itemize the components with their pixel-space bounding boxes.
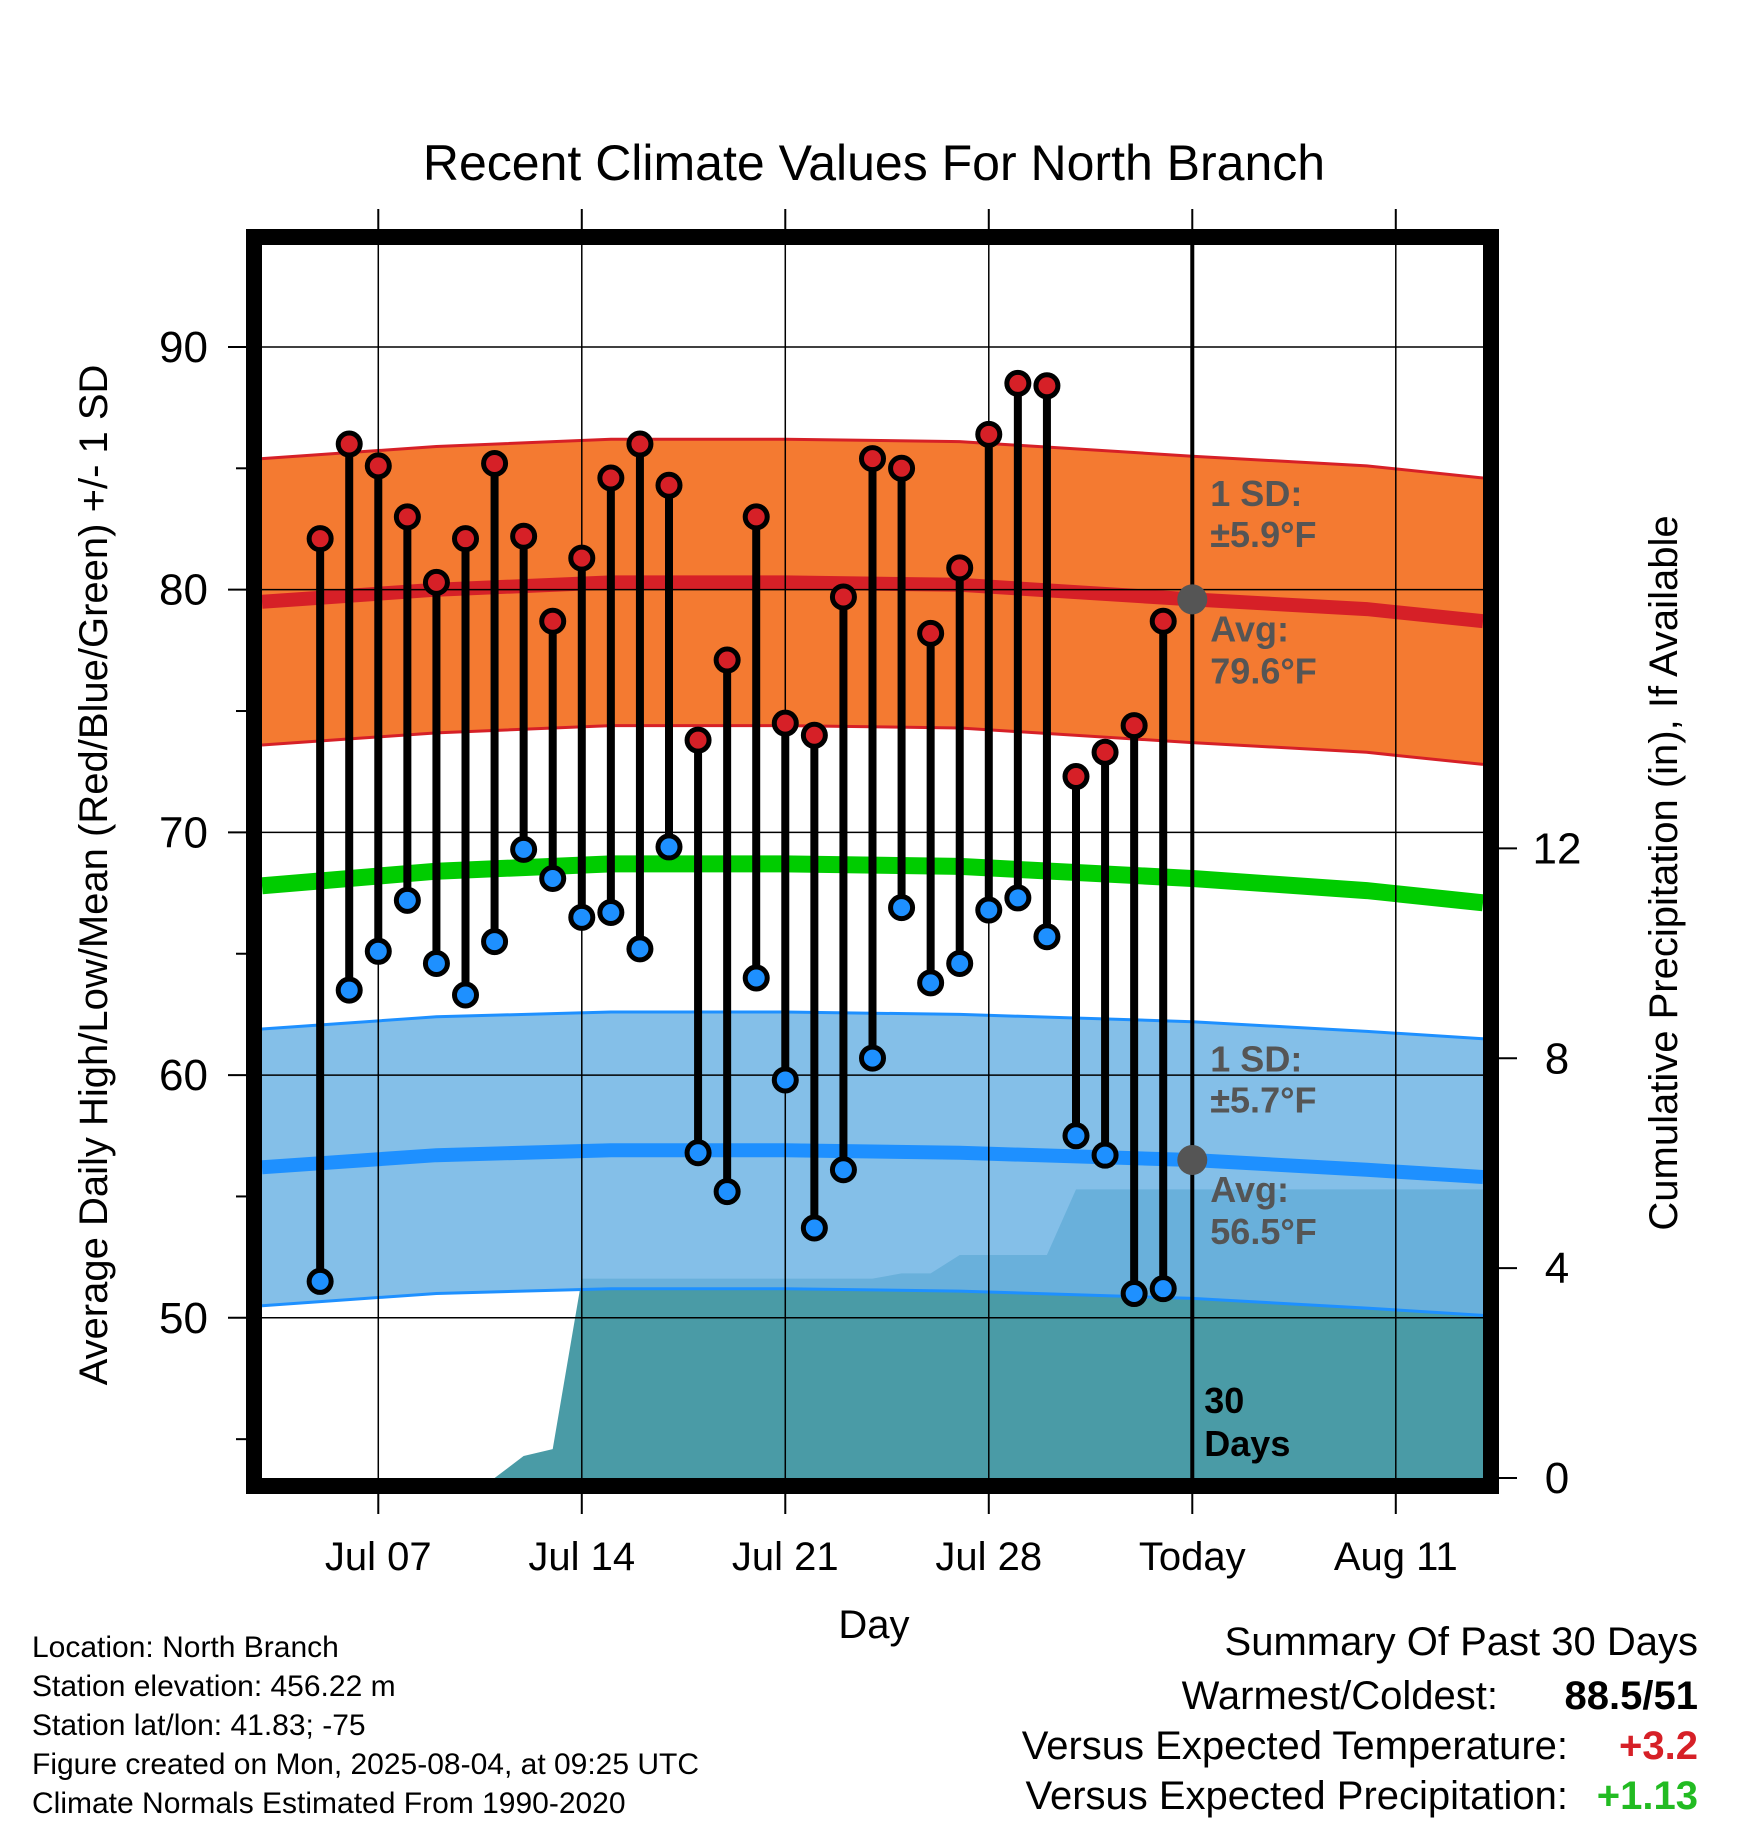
low-point: [1004, 884, 1032, 912]
high-sd-label: 1 SD:: [1210, 473, 1302, 514]
low-point: [422, 949, 450, 977]
y-axis-label: Average Daily High/Low/Mean (Red/Blue/Gr…: [72, 365, 116, 1386]
x-tick-label: Aug 11: [1334, 1535, 1458, 1579]
high-point: [975, 420, 1003, 448]
low-avg-value: 56.5°F: [1210, 1211, 1316, 1252]
y2-tick-label: 12: [1533, 824, 1582, 873]
y-tick-label: 60: [159, 1051, 208, 1100]
low-sd-band: [262, 1012, 1483, 1316]
high-point: [597, 464, 625, 492]
today-low-avg-dot: [1177, 1145, 1208, 1176]
high-sd-band-upper: [262, 437, 1483, 480]
high-point: [742, 503, 770, 531]
low-point: [626, 935, 654, 963]
low-point: [917, 969, 945, 997]
low-sd-label: 1 SD:: [1210, 1039, 1302, 1080]
low-point: [713, 1178, 741, 1206]
x-tick-label: Jul 28: [935, 1535, 1042, 1579]
high-point: [684, 726, 712, 754]
y2-tick-label: 8: [1545, 1034, 1569, 1083]
low-point: [800, 1214, 828, 1242]
high-point: [1062, 763, 1090, 791]
y-tick-label: 90: [159, 323, 208, 372]
low-avg-line: [262, 1143, 1483, 1184]
low-point: [568, 903, 596, 931]
low-point: [306, 1267, 334, 1295]
low-point: [684, 1139, 712, 1167]
high-point: [422, 568, 450, 596]
high-point: [888, 454, 916, 482]
high-point: [713, 646, 741, 674]
y-tick-label: 50: [159, 1294, 208, 1343]
high-point: [452, 525, 479, 553]
high-avg-label: Avg:: [1210, 608, 1289, 649]
low-sd-band-lower: [262, 1287, 1483, 1317]
low-point: [1120, 1280, 1148, 1308]
high-point: [946, 554, 974, 582]
low-point: [859, 1044, 886, 1072]
y2-tick-label: 4: [1545, 1244, 1569, 1293]
low-point: [481, 928, 509, 956]
high-point: [1004, 369, 1032, 397]
low-sd-value: ±5.7°F: [1210, 1080, 1316, 1121]
low-point: [452, 981, 479, 1009]
low-point: [975, 896, 1003, 924]
low-point: [539, 864, 567, 892]
high-point: [510, 522, 538, 550]
low-point: [1149, 1275, 1177, 1303]
high-point: [335, 430, 363, 458]
high-point: [539, 607, 567, 635]
high-point: [655, 471, 683, 499]
high-sd-value: ±5.9°F: [1210, 514, 1316, 555]
low-point: [742, 964, 770, 992]
high-point: [1033, 372, 1061, 400]
high-point: [393, 503, 421, 531]
low-point: [829, 1156, 857, 1184]
low-point: [1091, 1141, 1119, 1169]
low-point: [946, 949, 974, 977]
high-point: [568, 544, 596, 572]
x-tick-label: Jul 21: [732, 1535, 839, 1579]
high-point: [859, 445, 886, 473]
low-point: [1062, 1122, 1090, 1150]
low-point: [1033, 923, 1061, 951]
low-point: [393, 886, 421, 914]
chart-title: Recent Climate Values For North Branch: [423, 135, 1325, 191]
y2-axis-label: Cumulative Precipitation (in), If Availa…: [1642, 515, 1686, 1230]
high-point: [306, 525, 334, 553]
high-point: [771, 709, 799, 737]
plot-frame: [246, 229, 1499, 1494]
low-point: [655, 833, 683, 861]
low-point: [364, 937, 392, 965]
low-point: [597, 898, 625, 926]
high-point: [1149, 607, 1177, 635]
high-point: [364, 452, 392, 480]
high-point: [829, 583, 857, 611]
y2-tick-label: 0: [1545, 1454, 1569, 1503]
x-tick-label: Jul 07: [325, 1535, 432, 1579]
y-tick-label: 80: [159, 566, 208, 615]
x-tick-label: Jul 14: [528, 1535, 635, 1579]
low-avg-label: Avg:: [1210, 1169, 1289, 1210]
today-high-avg-dot: [1177, 584, 1208, 615]
high-point: [800, 721, 828, 749]
high-point: [481, 449, 509, 477]
low-point: [510, 835, 538, 863]
high-point: [626, 430, 654, 458]
window-label-number: 30: [1204, 1380, 1244, 1421]
high-avg-value: 79.6°F: [1210, 650, 1316, 691]
x-tick-label: Today: [1139, 1535, 1246, 1579]
y-tick-label: 70: [159, 808, 208, 857]
low-point: [888, 894, 916, 922]
high-point: [917, 619, 945, 647]
high-point: [1091, 738, 1119, 766]
window-label-text: Days: [1204, 1423, 1290, 1464]
high-point: [1120, 712, 1148, 740]
x-axis-label: Day: [838, 1603, 909, 1647]
low-point: [335, 976, 363, 1004]
low-point: [771, 1066, 799, 1094]
